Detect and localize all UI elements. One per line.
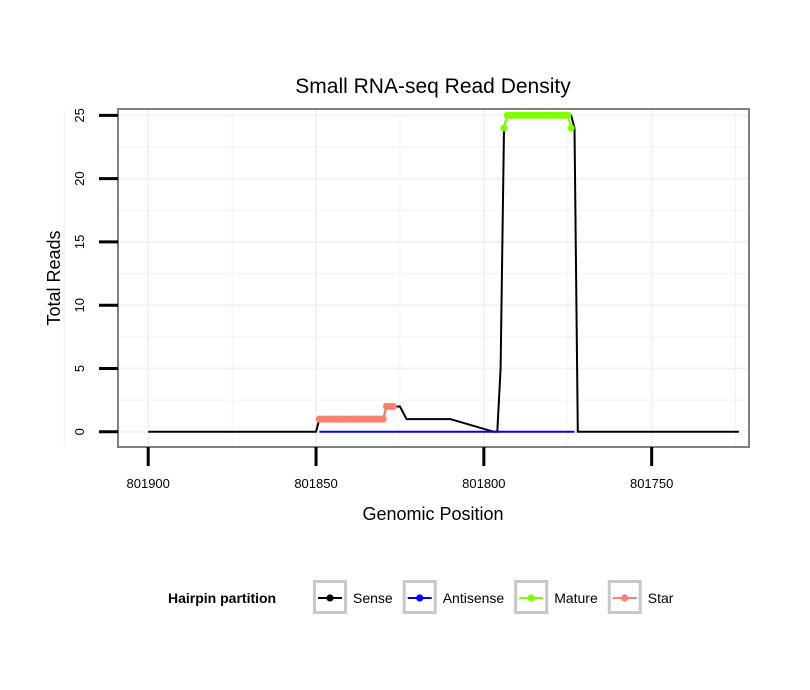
data-point-star: [389, 402, 397, 411]
y-axis-title: Total Reads: [44, 230, 64, 325]
y-tick-label: 15: [72, 235, 87, 249]
legend-label-mature: Mature: [554, 590, 598, 606]
data-point-mature: [564, 111, 572, 119]
legend-marker-sense: [326, 594, 334, 602]
x-tick-label: 801750: [630, 476, 673, 491]
plot-panel: [118, 109, 749, 447]
y-tick-label: 25: [72, 108, 87, 122]
y-axis: 0 5 10 15 20 25: [72, 108, 118, 435]
y-tick-label: 10: [72, 298, 87, 312]
plot-border: [117, 108, 750, 448]
legend-title: Hairpin partition: [168, 590, 276, 606]
x-tick-label: 801850: [294, 476, 337, 491]
data-point-mature: [500, 124, 508, 132]
x-tick-label: 801900: [127, 476, 170, 491]
legend-label-antisense: Antisense: [443, 590, 505, 606]
grid-lines: [63, 109, 749, 447]
legend-marker-mature: [527, 594, 535, 602]
series-layer: [148, 111, 739, 433]
y-tick-label: 0: [72, 428, 87, 435]
legend-label-star: Star: [648, 590, 674, 606]
legend-marker-star: [621, 594, 629, 602]
y-tick-label: 20: [72, 171, 87, 185]
data-point-star: [379, 415, 387, 423]
legend-entries: Sense Antisense Mature Star: [313, 580, 674, 614]
x-axis-title: Genomic Position: [362, 504, 503, 524]
legend-marker-antisense: [416, 594, 424, 602]
x-tick-label: 801800: [462, 476, 505, 491]
x-axis: 801900 801850 801800 801750: [127, 447, 673, 491]
chart-title: Small RNA-seq Read Density: [295, 75, 571, 98]
data-point-mature: [567, 124, 575, 132]
y-tick-label: 5: [72, 365, 87, 372]
legend-label-sense: Sense: [353, 590, 393, 606]
legend: Hairpin partition Sense Antisense Mature St…: [168, 580, 674, 614]
